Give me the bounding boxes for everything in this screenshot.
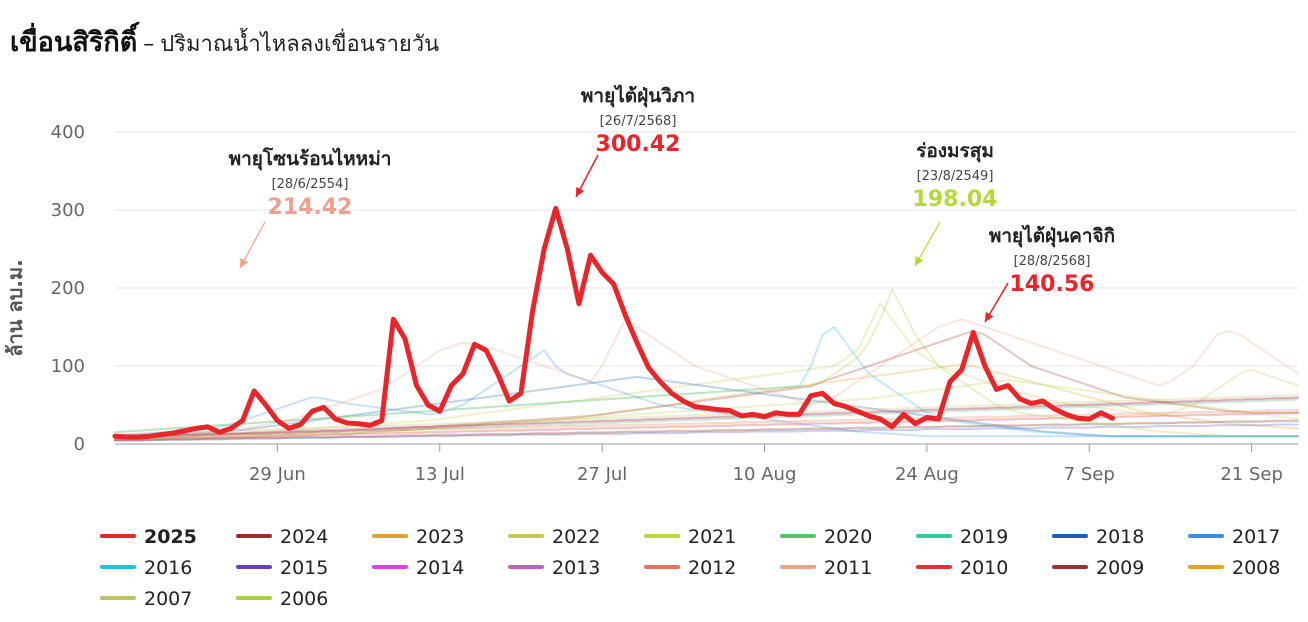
- legend-label: 2010: [960, 557, 1008, 579]
- series-line-2017: [114, 349, 1299, 438]
- legend-item[interactable]: 2020: [780, 526, 872, 548]
- title-description: ปริมาณน้ำไหลลงเขื่อนรายวัน: [160, 32, 440, 57]
- annotation-arrow-head: [576, 186, 585, 197]
- annotation-title: พายุโซนร้อนไหหม่า: [229, 147, 392, 171]
- series-line-2019: [114, 420, 1299, 442]
- y-axis-label: ล้าน ลบ.ม.: [3, 259, 27, 356]
- legend-label: 2021: [688, 526, 736, 548]
- legend-item[interactable]: 2021: [644, 526, 736, 548]
- annotation-value: 140.56: [1010, 272, 1095, 297]
- legend-label: 2016: [144, 557, 192, 579]
- legend-item[interactable]: 2017: [1188, 526, 1280, 548]
- legend-label: 2023: [416, 526, 464, 548]
- series-line-2016: [114, 326, 1299, 438]
- series-line-2010: [114, 419, 1299, 442]
- legend-item[interactable]: 2006: [236, 588, 328, 610]
- legend-item[interactable]: 2019: [916, 526, 1008, 548]
- annotation-arrow-head: [915, 255, 924, 266]
- series-line-2013: [114, 396, 1299, 439]
- series-line-2023: [114, 363, 1299, 442]
- annotation-date: [26/7/2568]: [600, 114, 677, 129]
- legend-label: 2008: [1232, 557, 1280, 579]
- x-tick-label: 29 Jun: [249, 464, 306, 485]
- legend-item[interactable]: 2008: [1188, 557, 1280, 579]
- x-tick-label: 27 Jul: [577, 464, 627, 485]
- series-line-2014: [114, 411, 1299, 441]
- legend-item[interactable]: 2018: [1052, 526, 1144, 548]
- annotation-date: [28/8/2568]: [1014, 254, 1091, 269]
- legend-item[interactable]: 2013: [508, 557, 600, 579]
- annotation-title: ร่องมรสุม: [916, 140, 994, 163]
- legend-label: 2022: [552, 526, 600, 548]
- annotation-value: 300.42: [596, 132, 681, 157]
- series-line-2009: [114, 396, 1299, 438]
- series-line-2025: [112, 205, 1115, 440]
- legend-item[interactable]: 2011: [780, 557, 872, 579]
- x-tick-label: 13 Jul: [415, 464, 465, 485]
- series-line-2015: [114, 423, 1299, 442]
- annotation-date: [28/6/2554]: [272, 177, 349, 192]
- title-dam-name: เขื่อนสิริกิติ์: [10, 27, 138, 58]
- legend-label: 2018: [1096, 526, 1144, 548]
- legend-label: 2015: [280, 557, 328, 579]
- legend-label: 2025: [144, 526, 197, 548]
- x-tick-label: 10 Aug: [733, 464, 797, 485]
- title-separator: –: [143, 32, 155, 57]
- legend-label: 2009: [1096, 557, 1144, 579]
- legend-label: 2011: [824, 557, 872, 579]
- y-tick-label: 100: [51, 356, 85, 377]
- legend-item[interactable]: 2015: [236, 557, 328, 579]
- legend-item[interactable]: 2009: [1052, 557, 1144, 579]
- legend-item[interactable]: 2023: [372, 526, 464, 548]
- annotation-title: พายุไต้ฝุ่นวิภา: [581, 84, 695, 108]
- legend-item[interactable]: 2010: [916, 557, 1008, 579]
- legend-label: 2006: [280, 588, 328, 610]
- annotation-title: พายุไต้ฝุ่นคาจิกิ: [989, 224, 1115, 248]
- y-tick-label: 0: [74, 434, 85, 455]
- page-title: เขื่อนสิริกิติ์ – ปริมาณน้ำไหลลงเขื่อนรายว…: [10, 20, 439, 63]
- series-line-2007: [114, 393, 1299, 436]
- legend-label: 2007: [144, 588, 192, 610]
- series-line-2022: [114, 302, 1299, 441]
- series-line-2008: [114, 411, 1299, 440]
- series-line-2020: [114, 398, 1299, 440]
- legend-item[interactable]: 2012: [644, 557, 736, 579]
- legend-label: 2013: [552, 557, 600, 579]
- annotation-arrow-head: [240, 257, 249, 268]
- annotation-date: [23/8/2549]: [917, 169, 994, 184]
- y-tick-label: 400: [51, 122, 85, 143]
- legend-label: 2020: [824, 526, 872, 548]
- x-tick-label: 7 Sep: [1064, 464, 1115, 485]
- annotation-arrow-head: [985, 311, 994, 322]
- legend-item[interactable]: 2007: [100, 588, 192, 610]
- x-tick-label: 21 Sep: [1220, 464, 1283, 485]
- legend-item[interactable]: 2022: [508, 526, 600, 548]
- legend-label: 2012: [688, 557, 736, 579]
- series-line-2006: [114, 288, 1299, 438]
- legend-item[interactable]: 2025: [100, 526, 197, 548]
- y-tick-label: 200: [51, 278, 85, 299]
- series-line-2024: [114, 329, 1299, 439]
- legend-label: 2017: [1232, 526, 1280, 548]
- legend-item[interactable]: 2024: [236, 526, 328, 548]
- legend-item[interactable]: 2016: [100, 557, 192, 579]
- legend-label: 2014: [416, 557, 464, 579]
- legend-label: 2024: [280, 526, 328, 548]
- legend-label: 2019: [960, 526, 1008, 548]
- x-tick-label: 24 Aug: [895, 464, 959, 485]
- series-line-2018: [114, 375, 1299, 438]
- annotation-value: 214.42: [268, 195, 353, 220]
- y-tick-label: 300: [51, 200, 85, 221]
- annotation-value: 198.04: [913, 187, 998, 212]
- legend-item[interactable]: 2014: [372, 557, 464, 579]
